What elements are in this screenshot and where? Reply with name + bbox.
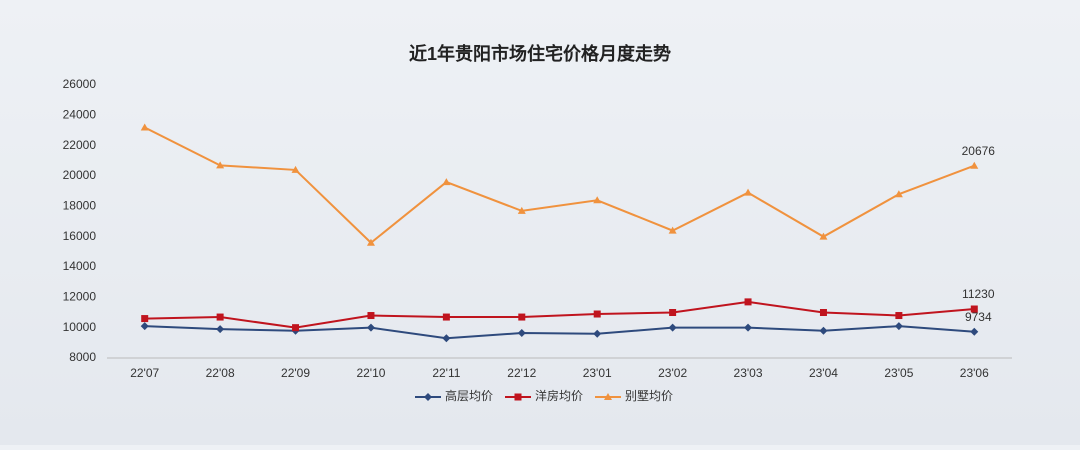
marker (366, 323, 375, 332)
marker (593, 310, 601, 318)
y-tick-label: 14000 (63, 259, 97, 273)
y-tick-label: 10000 (63, 320, 97, 334)
x-tick-label: 23'06 (960, 366, 989, 380)
x-tick-label: 22'10 (356, 366, 385, 380)
x-tick-label: 23'02 (658, 366, 687, 380)
marker (442, 313, 450, 321)
series-line (144, 300, 975, 329)
marker (517, 328, 526, 337)
marker (216, 161, 225, 169)
marker (366, 238, 375, 246)
marker (518, 313, 526, 321)
marker (744, 188, 753, 196)
x-tick-label: 22'07 (130, 366, 159, 380)
x-tick-label: 22'09 (281, 366, 310, 380)
marker (819, 232, 828, 240)
marker (669, 309, 677, 316)
x-tick-label: 22'08 (206, 366, 235, 380)
marker (442, 178, 451, 186)
x-tick-label: 22'12 (507, 366, 536, 380)
y-tick-label: 20000 (63, 168, 97, 182)
x-tick-label: 23'05 (884, 366, 913, 380)
data-label: 9734 (965, 310, 992, 324)
x-tick-label: 23'01 (583, 366, 612, 380)
marker (424, 393, 432, 401)
marker (819, 326, 828, 335)
marker (970, 305, 978, 313)
y-tick-label: 24000 (63, 108, 97, 122)
y-tick-label: 26000 (63, 77, 97, 91)
data-label: 20676 (962, 144, 996, 158)
legend-label: 洋房均价 (535, 388, 583, 403)
marker (744, 298, 752, 306)
marker (593, 329, 602, 338)
marker (668, 323, 677, 332)
marker (819, 309, 827, 316)
series-line (144, 325, 975, 340)
marker (141, 315, 149, 323)
y-tick-label: 18000 (63, 199, 97, 213)
x-tick-label: 23'04 (809, 366, 838, 380)
marker (895, 312, 903, 320)
marker (517, 206, 526, 214)
chart-title: 近1年贵阳市场住宅价格月度走势 (409, 43, 671, 64)
legend-label: 高层均价 (445, 388, 493, 403)
y-tick-label: 8000 (69, 350, 96, 364)
marker (894, 190, 903, 198)
marker (514, 393, 522, 401)
series-line (144, 126, 975, 245)
marker (140, 123, 149, 131)
marker (291, 165, 300, 173)
marker (894, 322, 903, 331)
marker (593, 196, 602, 204)
marker (367, 312, 375, 320)
marker (216, 313, 224, 321)
data-label: 11230 (962, 287, 995, 301)
marker (140, 322, 149, 331)
y-tick-label: 12000 (63, 290, 97, 304)
x-tick-label: 23'03 (734, 366, 763, 380)
legend-label: 别墅均价 (625, 389, 673, 403)
marker (442, 334, 451, 343)
x-tick-label: 22'11 (432, 366, 460, 380)
marker (668, 226, 677, 234)
marker (292, 324, 300, 332)
marker (970, 327, 979, 336)
marker (216, 325, 225, 334)
y-tick-label: 22000 (63, 138, 97, 152)
marker (604, 393, 612, 400)
marker (970, 161, 979, 169)
marker (744, 323, 753, 332)
y-tick-label: 16000 (63, 229, 97, 243)
